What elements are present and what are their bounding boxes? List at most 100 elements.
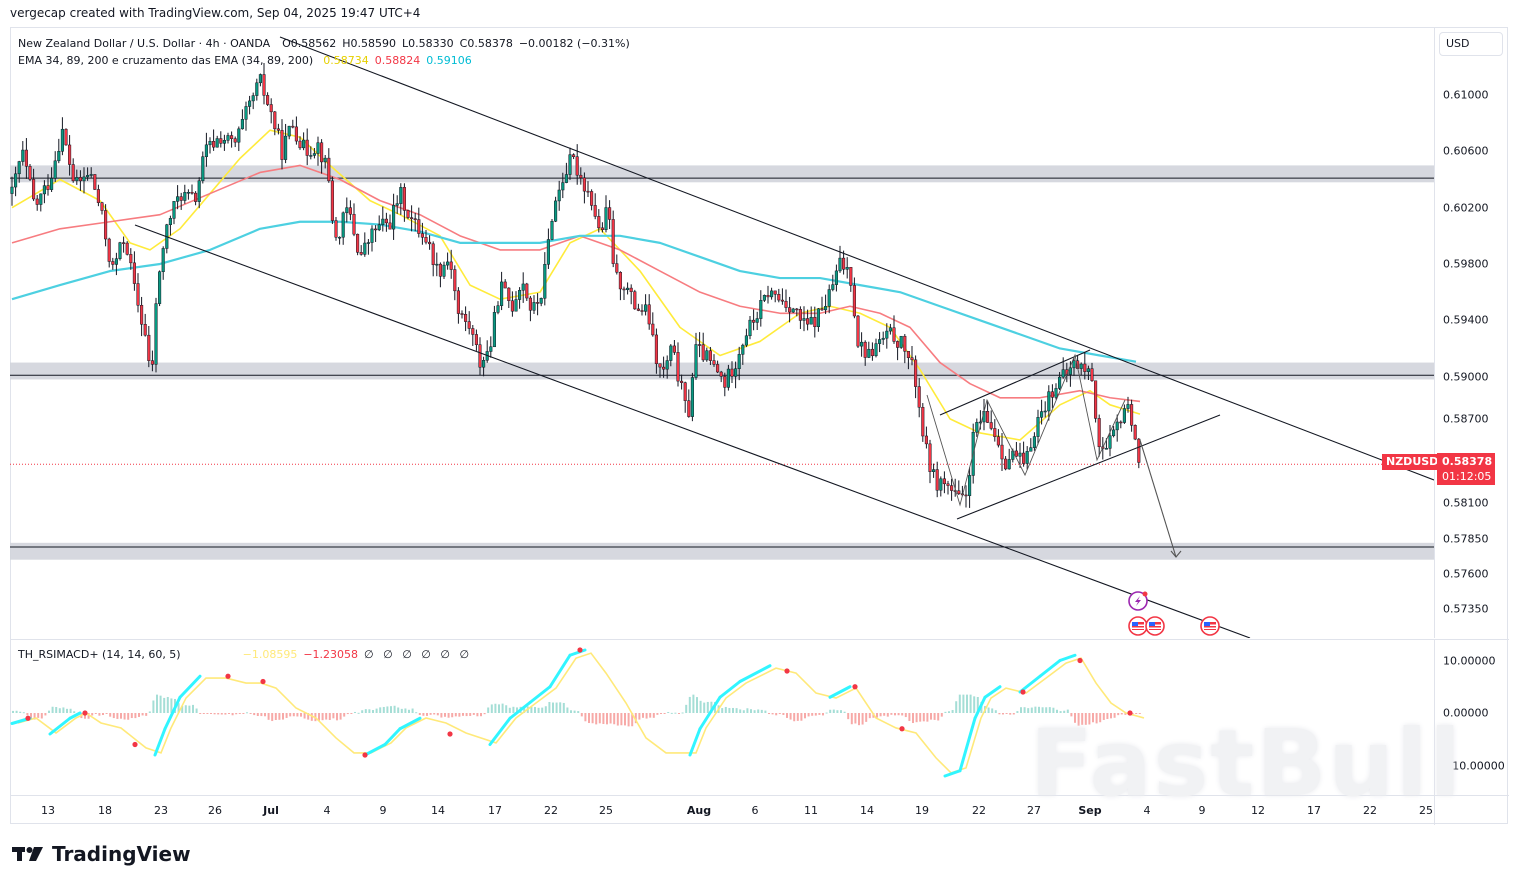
candle-up	[435, 263, 439, 266]
hist-bar-negative	[480, 713, 482, 717]
crossover-dot	[132, 741, 138, 748]
candle-up	[564, 174, 568, 183]
candle-down	[417, 219, 421, 234]
hist-bar-positive	[674, 712, 677, 714]
tradingview-brand: TradingView	[12, 842, 191, 866]
hist-bar-negative	[120, 713, 122, 719]
price-axis[interactable]: 0.61000 0.60600 0.60200 0.59800 0.59400 0.590…	[1434, 27, 1509, 638]
hist-bar-negative	[897, 713, 900, 716]
hist-bar-negative	[854, 713, 857, 724]
currency-button[interactable]: USD	[1439, 32, 1503, 56]
hist-bar-positive	[696, 697, 698, 713]
candle-down	[618, 271, 622, 290]
candle-down	[946, 483, 950, 486]
time-tick: 17	[1307, 804, 1321, 817]
candle-up	[381, 218, 385, 225]
ema-indicator-title[interactable]: EMA 34, 89, 200 e cruzamento das EMA (34…	[18, 54, 314, 67]
indicator-title[interactable]: TH_RSIMACD+ (14, 14, 60, 5)	[18, 648, 181, 661]
hist-bar-positive	[544, 706, 547, 713]
crossover-dot	[784, 668, 790, 674]
candle-up	[554, 200, 558, 222]
hist-bar-negative	[1099, 713, 1102, 723]
ema-row: EMA 34, 89, 200 e cruzamento das EMA (34…	[18, 52, 630, 69]
hist-bar-negative	[267, 713, 270, 720]
candle-down	[651, 323, 655, 336]
main-price-pane[interactable]	[10, 27, 1434, 638]
candle-down	[24, 149, 28, 167]
hist-bar-negative	[138, 713, 140, 717]
hist-bar-negative	[102, 713, 104, 716]
hist-bar-negative	[627, 713, 630, 727]
hist-bar-negative	[1095, 713, 1098, 724]
us-flag-event-icon[interactable]	[1145, 616, 1165, 636]
time-tick: 22	[544, 804, 558, 817]
hist-bar-positive	[1038, 706, 1040, 713]
hist-bar-negative	[350, 713, 353, 714]
hist-bar-positive	[357, 712, 360, 714]
hist-bar-negative	[483, 713, 486, 715]
indicator-canvas[interactable]	[10, 640, 1434, 796]
rsi-line-segment	[528, 685, 552, 704]
symbol-description[interactable]: New Zealand Dollar / U.S. Dollar · 4h · …	[18, 37, 271, 50]
indicator-pane[interactable]	[10, 639, 1434, 796]
candle-down	[35, 198, 39, 205]
candle-up	[161, 248, 165, 272]
candle-up	[1126, 404, 1130, 409]
hist-bar-positive	[962, 694, 965, 713]
candle-down	[1130, 404, 1134, 426]
hist-bar-negative	[595, 713, 598, 725]
hist-bar-positive	[372, 710, 374, 713]
candle-down	[359, 252, 363, 255]
hist-bar-negative	[811, 713, 814, 716]
us-flag-event-icon[interactable]	[1128, 616, 1148, 636]
hist-bar-positive	[400, 708, 403, 713]
price-chart-canvas[interactable]	[10, 27, 1434, 638]
rsi-line-segment	[828, 685, 852, 699]
hist-bar-negative	[472, 713, 475, 715]
hist-bar-negative	[789, 713, 792, 720]
candle-up	[791, 308, 795, 313]
hist-bar-negative	[44, 713, 47, 716]
candle-down	[708, 350, 712, 361]
rsi-line-segment	[383, 727, 402, 746]
rsi-line-segment	[488, 716, 512, 746]
time-axis[interactable]: 13 18 23 26 Jul 4 9 14 17 22 25 Aug 6 11 14 19 22 27 Sep 4 9…	[10, 795, 1434, 825]
candle-up	[309, 155, 313, 157]
lightning-event-icon[interactable]	[1128, 591, 1148, 611]
hist-bar-negative	[771, 713, 774, 715]
price-tick: 0.58100	[1443, 496, 1489, 510]
candle-down	[773, 290, 777, 295]
hist-bar-negative	[1110, 713, 1112, 719]
candle-down	[456, 290, 460, 314]
candle-down	[384, 218, 388, 224]
indicator-axis[interactable]: 10.00000 0.00000 −10.00000	[1434, 639, 1509, 796]
hist-bar-negative	[253, 713, 256, 716]
candle-up	[604, 207, 608, 230]
hist-bar-negative	[796, 713, 799, 721]
candle-down	[100, 202, 104, 211]
candle-down	[795, 308, 799, 311]
candle-down	[924, 435, 928, 445]
candle-up	[492, 312, 496, 348]
hist-bar-negative	[87, 713, 90, 719]
candle-up	[244, 106, 248, 120]
symbol-tag: NZDUSD	[1382, 454, 1443, 470]
hist-bar-positive	[566, 707, 569, 713]
hist-bar-negative	[202, 713, 205, 714]
candle-down	[93, 174, 97, 190]
us-flag-event-icon[interactable]	[1200, 616, 1220, 636]
rsi-line-segment	[153, 727, 167, 757]
hist-bar-positive	[1041, 707, 1044, 713]
zigzag-pattern	[926, 353, 1126, 507]
candle-down	[230, 135, 234, 139]
candle-up	[741, 344, 745, 355]
hist-bar-negative	[238, 713, 241, 714]
candle-up	[323, 157, 327, 163]
candle-up	[89, 174, 93, 176]
hist-bar-negative	[613, 713, 616, 725]
candle-down	[582, 177, 586, 192]
hist-bar-positive	[386, 706, 389, 713]
candle-up	[222, 140, 226, 144]
hist-bar-negative	[235, 713, 238, 715]
hist-bar-positive	[58, 708, 61, 713]
